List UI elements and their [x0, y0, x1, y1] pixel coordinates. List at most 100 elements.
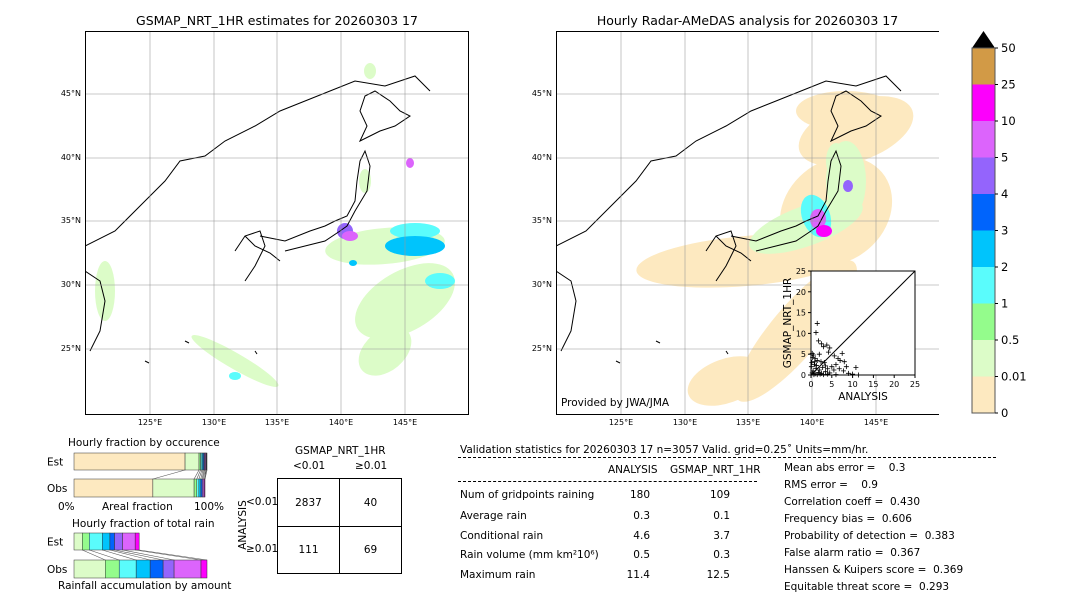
lat-label: 40°N [60, 153, 81, 162]
lon-label: 135°E [264, 418, 290, 427]
scatter-point [855, 372, 861, 378]
x-tick-label: 15 [868, 380, 878, 389]
coastline [244, 235, 281, 262]
scatter-point [837, 357, 843, 363]
scatter-point [808, 364, 814, 370]
scatter-point [812, 355, 818, 361]
scatter-point [810, 352, 816, 358]
rain-area [342, 231, 358, 241]
scatter-point [843, 364, 849, 370]
stats-analysis-value: 180 [629, 489, 650, 501]
lat-label: 30°N [60, 280, 81, 289]
colorbar-tick-label: 2 [1001, 260, 1008, 274]
colorbar-segment [972, 157, 995, 194]
coastline [254, 350, 258, 355]
rain-area [229, 372, 241, 380]
scatter-point [813, 330, 819, 336]
colorbar-tick-label: 0.5 [1001, 333, 1019, 347]
connector-line [198, 469, 203, 480]
lon-label: 145°E [863, 418, 889, 427]
right-map-title: Hourly Radar-AMeDAS analysis for 2026030… [596, 13, 899, 28]
cell-hit-none: 2837 [295, 497, 322, 509]
connector-line [204, 469, 206, 480]
lon-label: 125°E [137, 418, 163, 427]
connector-line [82, 549, 106, 561]
coastline [184, 340, 190, 344]
coastline [730, 149, 842, 252]
x-tick-label: 0 [808, 380, 813, 389]
coastline [615, 360, 621, 364]
y-tick-label: 10 [796, 329, 806, 338]
lon-label: 140°E [328, 418, 354, 427]
scatter-point [825, 371, 831, 377]
colorbar-tick-label: 3 [1001, 224, 1008, 238]
scatter-point [845, 370, 851, 376]
stats-row-label: Maximum rain [460, 569, 536, 581]
lat-label: 40°N [531, 153, 552, 162]
bar-segment [118, 559, 137, 579]
occurrence-chart: Est Obs [47, 452, 208, 498]
left-map-title: GSMAP_NRT_1HR estimates for 20260303 17 [136, 13, 418, 28]
occurrence-x-min: 0% [58, 501, 75, 513]
map-frame [556, 31, 939, 415]
stats-header: Validation statistics for 20260303 17 n=… [460, 444, 869, 456]
connector-line [114, 549, 164, 561]
rain-fraction-chart: Est Obs [47, 532, 208, 579]
colorbar-segment [972, 340, 995, 377]
score-line: False alarm ratio = 0.367 [784, 547, 921, 559]
scatter-point [853, 365, 859, 371]
score-line: Equitable threat score = 0.293 [784, 581, 950, 593]
rain-area [385, 236, 445, 256]
contingency-col-0: <0.01 [293, 460, 326, 472]
analysis-domain [796, 91, 896, 131]
scatter-point [813, 365, 819, 371]
scatter-point [818, 341, 824, 347]
scatter-point [820, 372, 826, 378]
scatter-point [817, 371, 823, 377]
y-tick-label: 5 [801, 350, 806, 359]
colorbar-segment [972, 84, 995, 121]
bar-segment [73, 478, 154, 498]
bar-segment [73, 452, 186, 471]
scatter-point [810, 368, 816, 374]
bar-segment [200, 559, 208, 579]
score-line: Probability of detection = 0.383 [784, 530, 955, 542]
colorbar-segment [972, 376, 995, 413]
left-map [85, 31, 469, 415]
scatter-point [818, 359, 824, 365]
scatter-point [814, 357, 820, 363]
rain-area [843, 180, 853, 192]
rain-fraction-title: Hourly fraction of total rain [72, 518, 215, 530]
scatter-point [825, 349, 831, 355]
y-tick-label: 20 [796, 288, 806, 297]
scatter-point [825, 366, 831, 372]
scatter-point [816, 367, 822, 373]
scatter-point [824, 342, 830, 348]
connector-line [135, 549, 202, 561]
stats-analysis-value: 0.5 [633, 549, 650, 561]
connector-line [200, 469, 204, 480]
occurrence-title: Hourly fraction by occurence [68, 437, 220, 449]
coastline [556, 75, 902, 247]
lat-label: 35°N [531, 216, 552, 225]
scatter-point [829, 364, 835, 370]
coastline [85, 270, 106, 352]
coastline [259, 149, 371, 252]
stats-gsmap-value: 12.5 [706, 569, 730, 581]
connector-line [122, 549, 175, 561]
contingency-col-1: ≥0.01 [355, 460, 388, 472]
lat-label: 45°N [60, 89, 81, 98]
scatter-point [820, 365, 826, 371]
score-line: Mean abs error = 0.3 [784, 462, 906, 474]
lon-label: 130°E [201, 418, 227, 427]
stats-row-label: Num of gridpoints raining [460, 489, 595, 501]
rain-area [358, 326, 412, 376]
scatter-point [814, 372, 820, 378]
rain-area [406, 158, 414, 168]
data-credit: Provided by JWA/JMA [561, 397, 670, 409]
stats-gsmap-value: 0.3 [713, 549, 730, 561]
stats-col-divider [458, 481, 757, 482]
lon-label: 130°E [672, 418, 698, 427]
scatter-point [818, 370, 824, 376]
